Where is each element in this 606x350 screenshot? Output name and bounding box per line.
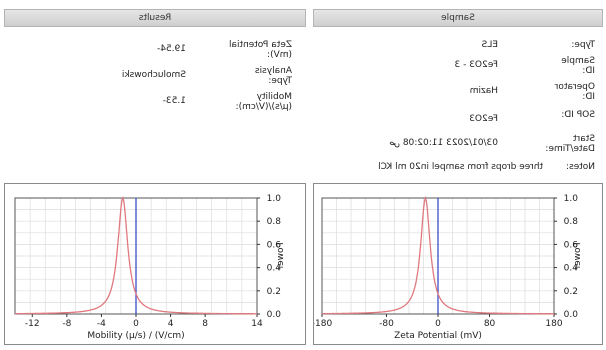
x-tick-label: -8 bbox=[62, 319, 71, 329]
y-tick-label: 0.4 bbox=[267, 264, 282, 274]
y-tick-label: 0.6 bbox=[267, 240, 282, 250]
start-label: Start Date/Time: bbox=[545, 134, 595, 154]
sop-value: Fe2O3 bbox=[469, 114, 498, 124]
operator-value: Hazim bbox=[469, 86, 498, 96]
sop-label: SOP ID: bbox=[561, 110, 595, 120]
y-tick-label: 0.2 bbox=[267, 287, 281, 297]
type-value: ELS bbox=[481, 40, 498, 50]
x-tick-label: -4 bbox=[97, 319, 106, 329]
notes-label: Notes: bbox=[565, 162, 595, 172]
zeta-label: Zeta Potential (mV): bbox=[228, 40, 292, 60]
x-tick-label: 180 bbox=[545, 319, 562, 329]
sample-id-label: Sample ID: bbox=[561, 56, 595, 76]
y-tick-label: 0.0 bbox=[267, 310, 282, 320]
x-tick-label: 0 bbox=[133, 319, 139, 329]
y-tick-label: 1.0 bbox=[564, 194, 579, 204]
analysis-value: Smoluchowski bbox=[121, 70, 186, 80]
distribution-curve bbox=[15, 195, 257, 315]
mobility-label: Mobility (µ/s)/(V/cm): bbox=[235, 92, 292, 112]
x-tick-label: -180 bbox=[314, 319, 332, 329]
results-info: Zeta Potential (mV): 19.54- Analysis Typ… bbox=[4, 34, 306, 124]
y-tick-label: 0.4 bbox=[564, 264, 579, 274]
zeta-value: 19.54- bbox=[156, 44, 186, 54]
y-axis-title: Power bbox=[276, 242, 286, 270]
y-tick-label: 0.6 bbox=[564, 240, 579, 250]
mobility-value: 1.53- bbox=[162, 96, 186, 106]
x-tick-label: -12 bbox=[25, 319, 40, 329]
y-tick-label: 0.8 bbox=[564, 217, 579, 227]
type-label: Type: bbox=[571, 40, 595, 50]
zeta-potential-chart: 180 80 0 -80 -180 0.0 0.2 0.4 0.6 0.8 1.0 Zeta Pote… bbox=[314, 194, 583, 341]
analysis-label: Analysis Type: bbox=[254, 66, 292, 86]
x-tick-label: 80 bbox=[484, 319, 496, 329]
y-axis-title: Power bbox=[573, 242, 583, 270]
x-tick-label: 8 bbox=[202, 319, 208, 329]
x-tick-label: 4 bbox=[168, 319, 174, 329]
sample-id-value: Fe2O3 - 3 bbox=[454, 60, 498, 70]
x-tick-label: 0 bbox=[435, 319, 441, 329]
x-tick-label: 14 bbox=[251, 319, 263, 329]
notes-value: three drops from sampel in20 ml KCl bbox=[378, 162, 543, 172]
y-tick-label: 0.0 bbox=[564, 310, 579, 320]
operator-label: Operator ID: bbox=[554, 82, 595, 102]
zeta-chart-panel: 180 80 0 -80 -180 0.0 0.2 0.4 0.6 0.8 1.0 Zeta Pote… bbox=[313, 183, 603, 345]
x-axis-title: Zeta Potential (mV) bbox=[394, 331, 482, 341]
distribution-curve bbox=[322, 195, 554, 315]
y-tick-label: 0.2 bbox=[564, 287, 578, 297]
start-value: 03/01/2023 11:02:08 ص bbox=[389, 138, 498, 148]
y-tick-label: 0.8 bbox=[267, 217, 282, 227]
x-axis-title: Mobility (µ/s) / (V/cm) bbox=[87, 331, 184, 341]
results-header: Results bbox=[4, 9, 306, 27]
x-tick-label: -80 bbox=[379, 319, 394, 329]
sample-info: Type: ELS Sample ID: Fe2O3 - 3 Operator … bbox=[313, 34, 603, 174]
mobility-chart-panel: 14 8 4 0 -4 -8 -12 0.0 0.2 0.4 0.6 0.8 1.0 Mobility (… bbox=[4, 183, 306, 345]
y-tick-label: 1.0 bbox=[267, 194, 282, 204]
mobility-chart: 14 8 4 0 -4 -8 -12 0.0 0.2 0.4 0.6 0.8 1.0 Mobility (… bbox=[14, 194, 286, 341]
sample-header: Sample bbox=[313, 9, 603, 27]
